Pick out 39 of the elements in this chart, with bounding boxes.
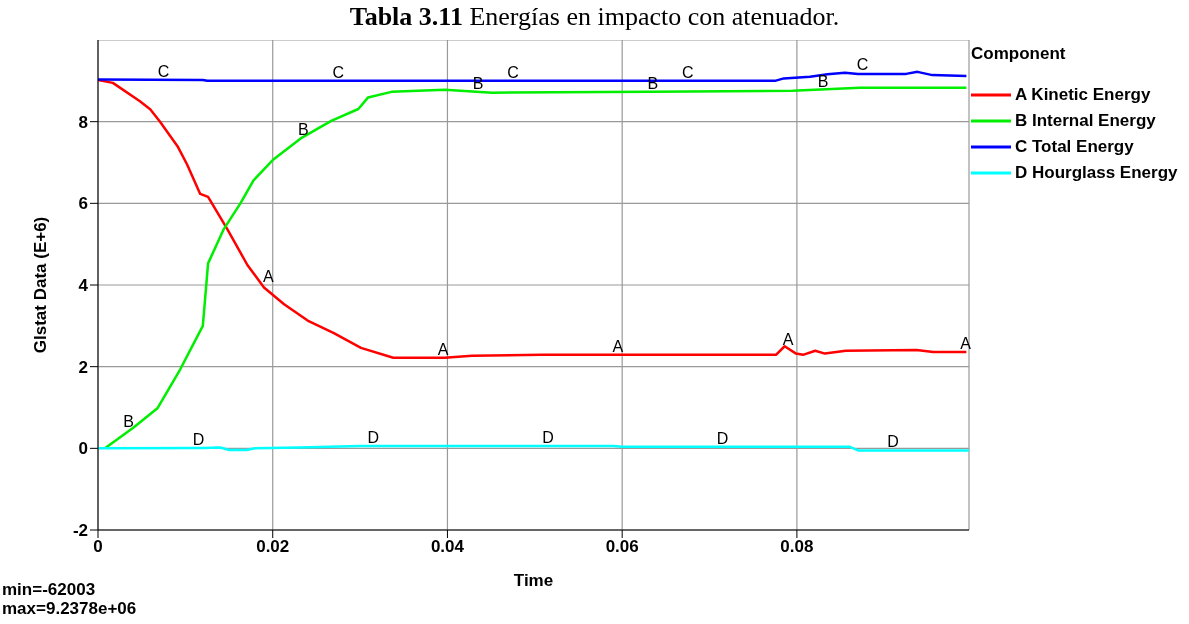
legend-label: D Hourglass Energy bbox=[1015, 163, 1178, 183]
annotation: D bbox=[887, 433, 899, 451]
annotation: D bbox=[716, 429, 729, 447]
annotation: A bbox=[782, 331, 794, 349]
annotation: D bbox=[192, 430, 205, 448]
text: max=9.2378e+06 bbox=[2, 599, 137, 618]
y-tick-label: 0 bbox=[78, 439, 88, 459]
y-tick-label: -2 bbox=[72, 521, 88, 541]
annotation: B bbox=[817, 73, 829, 91]
x-tick-label: 0.02 bbox=[256, 537, 290, 557]
annotation: B bbox=[123, 412, 134, 430]
annotation: B bbox=[297, 121, 309, 138]
chart-title: Tabla 3.11 Energías en impacto con atenuador. bbox=[348, 2, 841, 32]
x-tick-label: 0 bbox=[93, 537, 103, 557]
y-tick-label: 6 bbox=[78, 194, 88, 214]
annotation: D bbox=[367, 428, 379, 446]
legend-label: C Total Energy bbox=[1015, 137, 1134, 157]
x-tick-label: 0.04 bbox=[430, 537, 465, 557]
x-axis-title: Time bbox=[513, 571, 554, 590]
y-tick-label: 8 bbox=[78, 112, 88, 132]
legend-label: A Kinetic Energy bbox=[1015, 85, 1151, 105]
annotation: A bbox=[263, 268, 275, 285]
y-axis-title: Glstat Data (E+6) bbox=[31, 216, 51, 354]
annotation: A bbox=[960, 334, 972, 352]
annotation: C bbox=[856, 56, 869, 74]
annotation: C bbox=[507, 63, 519, 81]
annotation: A bbox=[437, 340, 449, 358]
x-tick-label: 0.06 bbox=[605, 537, 639, 557]
annotation: A bbox=[612, 337, 624, 355]
x-tick-label: 0.08 bbox=[780, 537, 814, 557]
annotation: C bbox=[332, 63, 345, 81]
text: min=-62003 bbox=[2, 580, 97, 599]
legend-title: Component bbox=[971, 44, 1067, 64]
y-tick-label: 2 bbox=[78, 357, 88, 377]
y-tick-label: 4 bbox=[78, 276, 89, 296]
annotation: D bbox=[542, 428, 554, 446]
annotation: C bbox=[157, 62, 170, 80]
annotation: C bbox=[681, 63, 694, 81]
legend-label: B Internal Energy bbox=[1015, 111, 1156, 131]
